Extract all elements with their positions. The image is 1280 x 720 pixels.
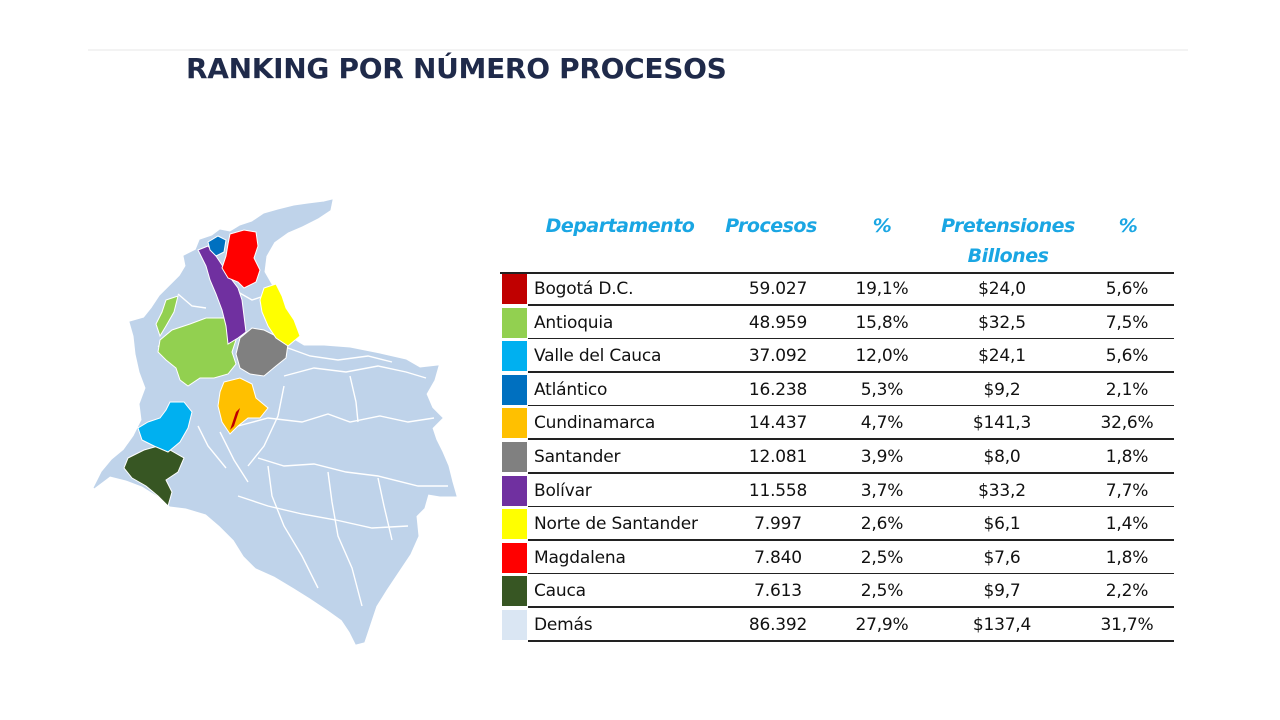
cell-pct-procesos: 3,9% [860, 446, 904, 467]
cell-departamento: Bolívar [534, 480, 592, 501]
table-row: Bogotá D.C. 59.027 19,1% $24,0 5,6% [500, 272, 1174, 306]
header-procesos: Procesos [725, 215, 817, 237]
map-bogota [230, 408, 240, 430]
cell-pct-pretensiones: 1,8% [1105, 446, 1149, 467]
cell-procesos: 14.437 [748, 413, 808, 434]
table-row: Cundinamarca 14.437 4,7% $141,3 32,6% [500, 406, 1174, 440]
cell-procesos: 11.558 [748, 480, 808, 501]
cell-pct-pretensiones: 32,6% [1100, 413, 1154, 434]
table-row: Atlántico 16.238 5,3% $9,2 2,1% [500, 373, 1174, 407]
cell-procesos: 7.613 [754, 581, 802, 602]
cell-pretensiones: $137,4 [972, 614, 1032, 635]
cell-pct-procesos: 4,7% [860, 413, 904, 434]
color-swatch [502, 609, 527, 640]
cell-pct-procesos: 27,9% [855, 614, 909, 635]
cell-pct-pretensiones: 5,6% [1105, 279, 1149, 299]
cell-procesos: 48.959 [748, 312, 808, 333]
cell-pct-pretensiones: 7,7% [1105, 480, 1149, 501]
color-swatch [502, 307, 527, 338]
cell-departamento: Valle del Cauca [534, 346, 662, 367]
cell-pretensiones: $8,0 [983, 446, 1021, 467]
cell-pct-procesos: 12,0% [855, 346, 909, 367]
cell-procesos: 37.092 [748, 346, 808, 367]
map-santander [235, 327, 289, 377]
color-swatch [502, 374, 527, 405]
cell-pct-procesos: 15,8% [855, 312, 909, 333]
map-valle-del-cauca [137, 401, 193, 453]
cell-departamento: Norte de Santander [534, 514, 698, 535]
map-atlantico [207, 235, 227, 257]
header-pretensiones-line2: Billones [967, 245, 1049, 267]
map-magdalena [221, 229, 261, 289]
cell-pretensiones: $141,3 [972, 413, 1032, 434]
cell-pct-procesos: 2,5% [860, 547, 904, 568]
cell-departamento: Demás [534, 614, 593, 635]
header-pretensiones-line1: Pretensiones [941, 215, 1075, 237]
cell-procesos: 59.027 [748, 279, 808, 299]
cell-departamento: Cauca [534, 581, 586, 602]
cell-procesos: 7.997 [754, 514, 802, 535]
page-title: RANKING POR NÚMERO PROCESOS [186, 52, 727, 85]
color-swatch [502, 475, 527, 506]
cell-pct-pretensiones: 1,8% [1105, 547, 1149, 568]
cell-departamento: Atlántico [534, 379, 608, 400]
cell-pct-pretensiones: 7,5% [1105, 312, 1149, 333]
header-pct-procesos: % [872, 215, 892, 237]
cell-pct-pretensiones: 2,2% [1105, 581, 1149, 602]
table-row: Bolívar 11.558 3,7% $33,2 7,7% [500, 474, 1174, 508]
cell-pct-procesos: 5,3% [860, 379, 904, 400]
cell-pct-procesos: 3,7% [860, 480, 904, 501]
cell-pct-pretensiones: 2,1% [1105, 379, 1149, 400]
cell-pct-pretensiones: 1,4% [1105, 514, 1149, 535]
cell-procesos: 7.840 [754, 547, 802, 568]
cell-pretensiones: $33,2 [978, 480, 1026, 501]
color-swatch [502, 576, 527, 607]
map-borders [157, 291, 448, 607]
cell-pretensiones: $24,0 [978, 279, 1026, 299]
cell-pretensiones: $6,1 [983, 514, 1021, 535]
cell-procesos: 16.238 [748, 379, 808, 400]
cell-departamento: Bogotá D.C. [534, 279, 634, 299]
map-norte-de-santander [259, 283, 301, 347]
cell-pretensiones: $24,1 [978, 346, 1026, 367]
map-bolivar [197, 245, 247, 345]
table-row: Valle del Cauca 37.092 12,0% $24,1 5,6% [500, 339, 1174, 373]
table-row: Norte de Santander 7.997 2,6% $6,1 1,4% [500, 507, 1174, 541]
cell-pretensiones: $9,7 [983, 581, 1021, 602]
cell-departamento: Antioquia [534, 312, 614, 333]
cell-pretensiones: $32,5 [978, 312, 1026, 333]
table-row: Magdalena 7.840 2,5% $7,6 1,8% [500, 541, 1174, 575]
header-pretensiones: Pretensiones Billones [930, 211, 1086, 271]
top-divider [88, 49, 1188, 51]
cell-pretensiones: $7,6 [983, 547, 1021, 568]
table-row: Demás 86.392 27,9% $137,4 31,7% [500, 608, 1174, 642]
cell-pct-procesos: 19,1% [855, 279, 909, 299]
map-cundinamarca [217, 377, 269, 435]
cell-pretensiones: $9,2 [983, 379, 1021, 400]
map-antioquia-north [155, 295, 179, 338]
cell-departamento: Santander [534, 446, 621, 467]
cell-procesos: 86.392 [748, 614, 808, 635]
header-departamento: Departamento [545, 215, 695, 237]
cell-pct-pretensiones: 31,7% [1100, 614, 1154, 635]
table-row: Cauca 7.613 2,5% $9,7 2,2% [500, 574, 1174, 608]
cell-departamento: Magdalena [534, 547, 626, 568]
table-row: Santander 12.081 3,9% $8,0 1,8% [500, 440, 1174, 474]
ranking-table: Bogotá D.C. 59.027 19,1% $24,0 5,6% Anti… [500, 272, 1174, 642]
color-swatch [502, 341, 527, 372]
color-swatch [502, 509, 527, 540]
color-swatch [502, 441, 527, 472]
map-antioquia [157, 317, 237, 387]
colombia-map [93, 199, 457, 645]
color-swatch [502, 274, 527, 304]
color-swatch [502, 542, 527, 573]
header-pct-pretensiones: % [1118, 215, 1138, 237]
cell-departamento: Cundinamarca [534, 413, 656, 434]
cell-pct-procesos: 2,5% [860, 581, 904, 602]
cell-procesos: 12.081 [748, 446, 808, 467]
cell-pct-procesos: 2,6% [860, 514, 904, 535]
color-swatch [502, 408, 527, 439]
cell-pct-pretensiones: 5,6% [1105, 346, 1149, 367]
table-row: Antioquia 48.959 15,8% $32,5 7,5% [500, 306, 1174, 340]
